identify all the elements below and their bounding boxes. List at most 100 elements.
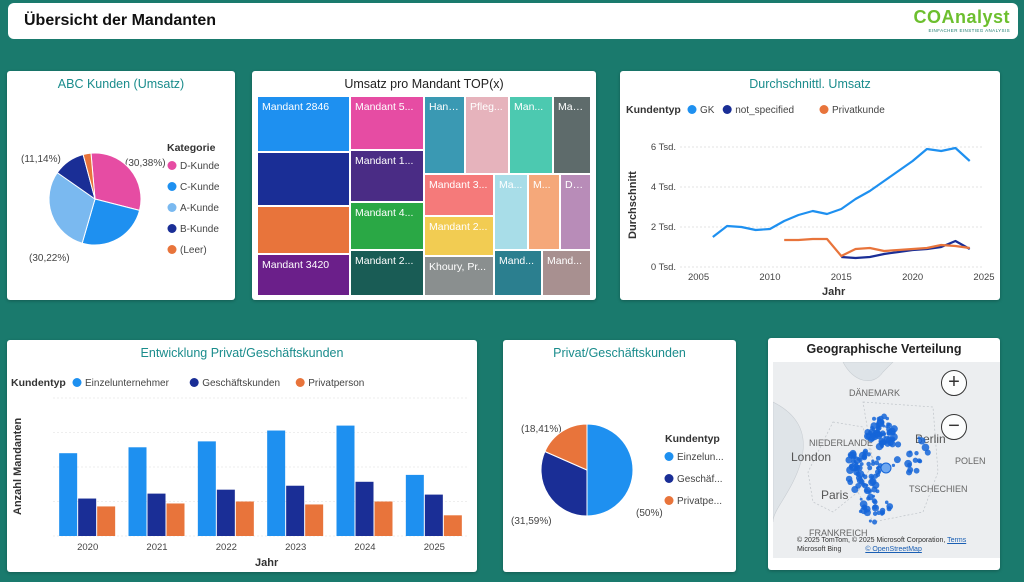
dev-bar-2021-1[interactable] — [147, 493, 166, 536]
abc-pie-chart[interactable]: Kategorie D-Kunde C-Kunde A-Kunde B-Kunde (L… — [7, 71, 235, 300]
dev-bar-2025-0[interactable] — [405, 474, 424, 536]
abc-legend-label-0[interactable]: D-Kunde — [180, 161, 220, 172]
pg-chart-card[interactable]: Privat/Geschäftskunden Kundentyp Einzelu… — [503, 340, 736, 572]
treemap-tile-5[interactable]: Mandant 1... — [350, 150, 424, 202]
treemap-tile-1[interactable] — [257, 152, 350, 206]
dev-bar-chart[interactable]: Kundentyp Einzelunternehmer Geschäftskund… — [7, 340, 477, 572]
dev-legend-dot-0 — [72, 378, 82, 387]
dev-bar-2022-1[interactable] — [216, 489, 235, 536]
map-point — [869, 434, 876, 442]
avg-legend-label-2[interactable]: Privatkunde — [832, 105, 885, 116]
treemap-tile-6[interactable]: Mandant 4... — [350, 202, 424, 250]
map-point — [847, 479, 854, 486]
treemap-tile-10[interactable]: Man... — [509, 96, 553, 174]
avg-legend-title: Kundentyp — [626, 104, 681, 116]
treemap-tile-15[interactable]: Da... — [560, 174, 591, 250]
dev-bar-2024-1[interactable] — [355, 481, 374, 536]
map-point — [872, 416, 877, 421]
avg-xtick-1: 2010 — [759, 272, 780, 283]
dev-bar-2020-0[interactable] — [59, 453, 78, 536]
map-point — [881, 413, 887, 420]
avg-legend-label-1[interactable]: not_specified — [735, 105, 794, 116]
dev-bar-2022-0[interactable] — [197, 441, 216, 536]
abc-slice-2[interactable] — [48, 171, 96, 244]
dev-xlabel: Jahr — [255, 557, 279, 569]
treemap-tile-16[interactable]: Mandant 2... — [424, 216, 494, 256]
dev-bar-2025-2[interactable] — [443, 515, 462, 536]
abc-legend-label-4[interactable]: (Leer) — [180, 245, 207, 256]
dev-bar-2021-2[interactable] — [166, 503, 185, 536]
dev-bar-2021-0[interactable] — [128, 447, 147, 536]
dev-bar-2020-2[interactable] — [97, 506, 116, 536]
avg-series-line-0[interactable] — [712, 146, 971, 238]
map-terms-link[interactable]: Terms — [947, 537, 967, 544]
treemap-tile-11[interactable]: Man... — [553, 96, 591, 174]
dev-bar-2024-0[interactable] — [336, 425, 355, 536]
abc-slice-1[interactable] — [81, 198, 141, 246]
dev-legend-label-2[interactable]: Privatperson — [308, 378, 364, 389]
avg-series-line-1[interactable] — [841, 239, 971, 260]
map-point — [888, 427, 896, 435]
treemap-tile-4[interactable]: Mandant 5... — [350, 96, 424, 150]
dev-bar-2022-2[interactable] — [235, 501, 254, 537]
map-point — [921, 443, 930, 452]
treemap-tile-14[interactable]: M... — [528, 174, 560, 250]
treemap-tile-18[interactable]: Mand... — [494, 250, 542, 296]
map-point — [855, 471, 861, 477]
dev-bar-2020-1[interactable] — [78, 498, 97, 536]
pg-slice-2[interactable] — [544, 423, 588, 471]
treemap-tile-8[interactable]: Hans... — [424, 96, 465, 174]
abc-slice-4[interactable] — [82, 152, 96, 200]
abc-slice-0[interactable] — [90, 152, 142, 212]
pg-slice-0[interactable] — [586, 423, 634, 517]
pg-legend-dot-1 — [664, 474, 674, 483]
treemap-tile-7[interactable]: Mandant 2... — [350, 250, 424, 296]
map-point — [868, 478, 876, 487]
map-zoom-out-button[interactable]: − — [941, 414, 967, 440]
dev-legend-label-0[interactable]: Einzelunternehmer — [85, 378, 170, 389]
pg-legend-label-2[interactable]: Privatpe... — [677, 496, 722, 507]
abc-legend-label-1[interactable]: C-Kunde — [180, 182, 220, 193]
map-point — [904, 459, 912, 468]
dev-bar-2025-1[interactable] — [424, 494, 443, 536]
dev-bar-2023-1[interactable] — [286, 485, 305, 536]
treemap-tile-12[interactable]: Mandant 3... — [424, 174, 494, 216]
map-point — [875, 455, 881, 461]
dev-legend-dot-2 — [295, 378, 305, 387]
treemap-tile-2[interactable] — [257, 206, 350, 254]
map-point — [858, 509, 863, 514]
map-zoom-in-button[interactable]: + — [941, 370, 967, 396]
treemap-tile-13[interactable]: Ma... — [494, 174, 528, 250]
pg-slice-1[interactable] — [540, 450, 588, 517]
abc-legend-dot-1 — [167, 182, 177, 191]
avg-series-line-2[interactable] — [784, 237, 970, 258]
map-point — [878, 437, 886, 445]
abc-chart-card[interactable]: ABC Kunden (Umsatz) Kategorie D-Kunde C-K… — [7, 71, 235, 300]
treemap-tile-17[interactable]: Khoury, Pr... — [424, 256, 494, 296]
dev-bar-2024-2[interactable] — [374, 501, 393, 537]
abc-legend-label-2[interactable]: A-Kunde — [180, 203, 219, 214]
treemap-tile-3[interactable]: Mandant 3420 — [257, 254, 350, 296]
avg-chart-card[interactable]: Durchschnittl. Umsatz Kundentyp GK not_sp… — [620, 71, 1000, 300]
dev-legend-label-1[interactable]: Geschäftskunden — [202, 378, 280, 389]
avg-legend-label-0[interactable]: GK — [700, 105, 715, 116]
map-point — [884, 500, 889, 505]
map-canvas[interactable]: DÄNEMARK NIEDERLANDE London Berlin POLEN… — [773, 362, 1000, 558]
geo-map-card[interactable]: Geographische Verteilung DÄNEMARK NIEDER… — [768, 338, 1000, 570]
treemap-tile-19[interactable]: Mand... — [542, 250, 591, 296]
avg-line-chart[interactable]: Kundentyp GK not_specified Privatkunde Dur… — [620, 71, 1000, 300]
pg-label-privat: (18,41%) — [521, 424, 562, 435]
dev-chart-card[interactable]: Entwicklung Privat/Geschäftskunden Kunde… — [7, 340, 477, 572]
treemap-card[interactable]: Umsatz pro Mandant TOP(x) Mandant 2846 Ma… — [252, 71, 596, 300]
dev-bar-2023-0[interactable] — [267, 430, 286, 536]
treemap-tile-0[interactable]: Mandant 2846 — [257, 96, 350, 152]
abc-legend-label-3[interactable]: B-Kunde — [180, 224, 219, 235]
avg-xtick-4: 2025 — [973, 272, 994, 283]
pg-pie-chart[interactable]: Kundentyp Einzelun... Geschäf... Privatpe.… — [503, 340, 736, 572]
map-point — [907, 466, 914, 473]
osm-link[interactable]: © OpenStreetMap — [865, 546, 922, 553]
pg-legend-label-0[interactable]: Einzelun... — [677, 452, 724, 463]
pg-legend-label-1[interactable]: Geschäf... — [677, 474, 723, 485]
dev-bar-2023-2[interactable] — [305, 504, 324, 536]
treemap-tile-9[interactable]: Pfleg... — [465, 96, 509, 174]
